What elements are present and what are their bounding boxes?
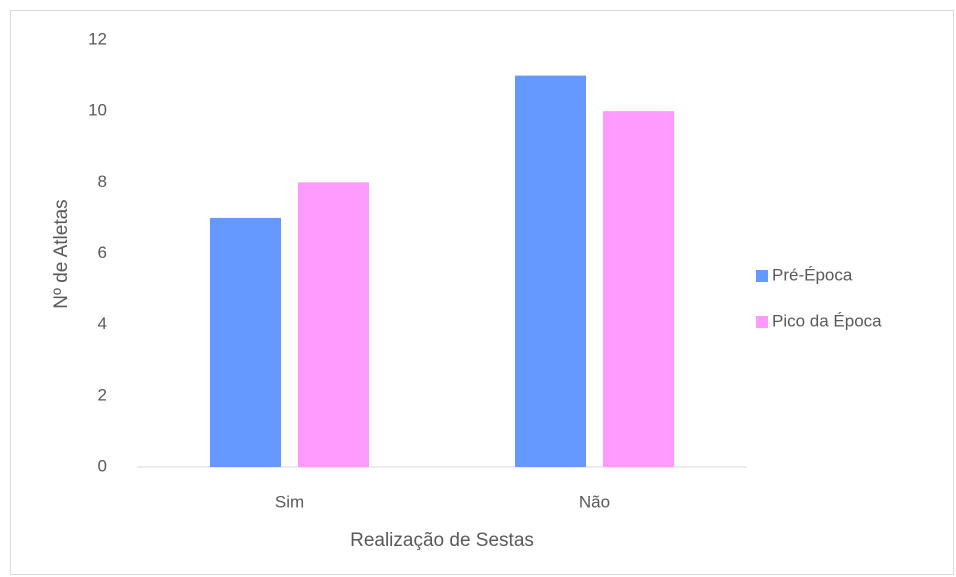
x-axis-title: Realização de Sestas	[350, 530, 534, 551]
y-tick-label: 2	[98, 385, 107, 404]
legend-swatch	[756, 316, 768, 328]
y-tick-label: 0	[98, 456, 107, 475]
bar	[603, 111, 674, 468]
legend-label: Pico da Época	[772, 311, 882, 330]
bar	[210, 217, 281, 467]
legend-label: Pré-Época	[772, 265, 853, 284]
y-tick-label: 4	[98, 314, 107, 333]
bar	[515, 75, 586, 467]
y-tick-label: 12	[88, 29, 107, 48]
x-tick-label: Não	[579, 492, 610, 511]
chart-border	[10, 10, 954, 575]
legend-swatch	[756, 270, 768, 282]
y-tick-label: 6	[98, 243, 107, 262]
bar	[298, 182, 369, 468]
x-tick-label: Sim	[275, 492, 304, 511]
y-tick-label: 8	[98, 172, 107, 191]
y-tick-label: 10	[88, 101, 107, 120]
y-axis-title: Nº de Atletas	[51, 199, 72, 308]
